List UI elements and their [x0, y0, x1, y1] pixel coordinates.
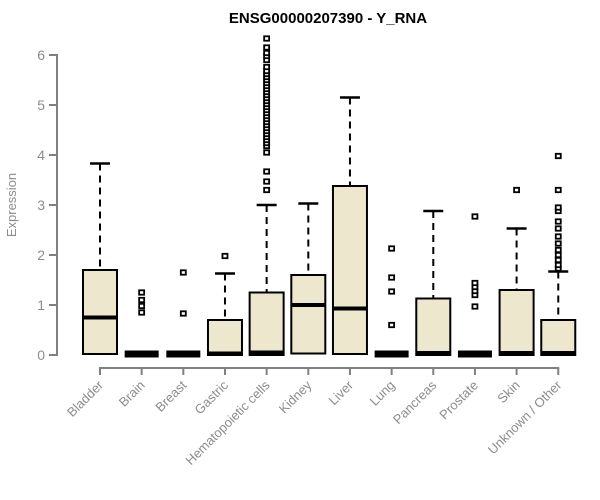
outlier-point — [388, 274, 396, 281]
box-group — [248, 35, 285, 356]
outlier-point — [554, 233, 562, 240]
box-group — [206, 252, 243, 356]
box-group — [82, 162, 118, 355]
outlier-point — [554, 256, 562, 264]
outlier-point — [554, 246, 562, 254]
box-group — [540, 152, 577, 356]
iqr-box — [415, 297, 452, 356]
collapsed-box — [124, 350, 159, 358]
outlier-point — [388, 288, 396, 295]
outlier-point — [554, 152, 562, 160]
outlier-point — [471, 213, 479, 220]
outlier-point — [138, 296, 146, 304]
box-group — [374, 245, 409, 358]
outlier-point — [263, 44, 271, 51]
outlier-point — [138, 302, 146, 310]
iqr-box — [498, 289, 535, 356]
iqr-box — [290, 274, 327, 355]
y-tick-label: 3 — [37, 197, 45, 213]
collapsed-box — [374, 350, 409, 358]
iqr-box — [540, 319, 577, 356]
box-group — [166, 269, 201, 358]
y-tick-label: 0 — [37, 347, 45, 363]
outlier-point — [554, 218, 562, 225]
y-tick-label: 4 — [37, 147, 45, 163]
chart-title: ENSG00000207390 - Y_RNA — [229, 10, 427, 27]
outlier-point — [554, 186, 562, 194]
outlier-point — [388, 245, 396, 252]
outlier-point — [138, 289, 146, 296]
box-group — [457, 213, 492, 358]
outlier-point — [263, 35, 271, 42]
x-category-label: Brain — [116, 378, 148, 410]
box-group — [331, 96, 368, 355]
outlier-point — [554, 225, 562, 232]
x-category-label: Prostate — [436, 378, 481, 423]
collapsed-box — [457, 350, 492, 358]
x-category-label: Liver — [326, 377, 357, 408]
outlier-point — [263, 63, 271, 71]
box-group — [124, 289, 159, 358]
outlier-point — [471, 303, 479, 310]
outlier-point — [263, 149, 271, 156]
box-group — [415, 209, 452, 356]
box-group — [498, 186, 535, 356]
outlier-point — [554, 240, 562, 247]
outlier-point — [179, 310, 187, 317]
x-category-label: Breast — [152, 377, 189, 414]
y-tick-label: 2 — [37, 247, 45, 263]
x-category-label: Unknown / Other — [485, 377, 565, 457]
boxes — [82, 35, 577, 358]
iqr-box — [82, 269, 118, 355]
outlier-point — [388, 321, 396, 329]
outlier-point — [263, 49, 271, 57]
collapsed-box — [166, 350, 201, 358]
iqr-box — [248, 291, 285, 356]
outlier-point — [138, 309, 146, 316]
box-group — [290, 202, 327, 355]
outlier-point — [554, 204, 562, 211]
outlier-point — [263, 168, 271, 175]
x-category-label: Pancreas — [390, 377, 440, 427]
x-category-label: Gastric — [191, 377, 231, 417]
x-category-label: Kidney — [276, 377, 315, 416]
iqr-box — [206, 319, 243, 356]
outlier-point — [513, 186, 520, 194]
outlier-point — [221, 252, 229, 260]
x-category-label: Lung — [367, 378, 398, 409]
iqr-box — [331, 185, 368, 355]
outlier-point — [554, 251, 562, 259]
y-tick-label: 1 — [37, 297, 45, 313]
outlier-point — [179, 269, 187, 276]
y-tick-label: 5 — [37, 97, 45, 113]
x-category-label: Skin — [494, 378, 522, 406]
y-axis-label: Expression — [4, 173, 19, 237]
outlier-point — [554, 261, 562, 269]
outlier-point — [263, 186, 271, 194]
x-category-label: Bladder — [64, 377, 107, 420]
outlier-point — [263, 178, 271, 185]
y-tick-label: 6 — [37, 47, 45, 63]
outlier-point — [471, 279, 479, 287]
